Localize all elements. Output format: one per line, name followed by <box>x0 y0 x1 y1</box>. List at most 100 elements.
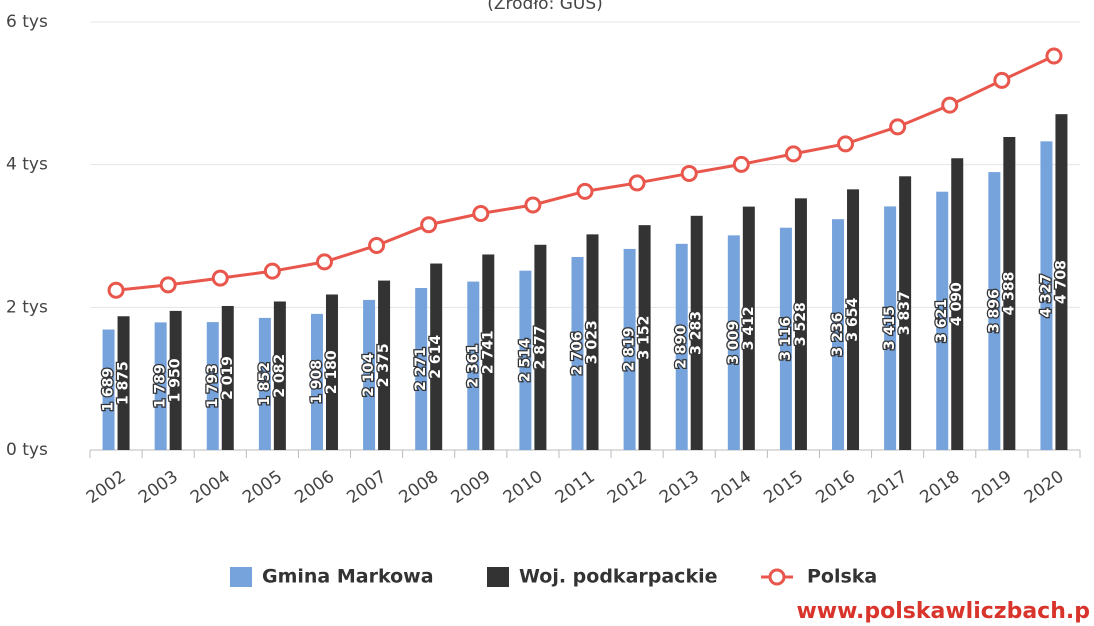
legend-label: Polska <box>807 566 877 588</box>
line-marker <box>315 253 333 271</box>
line-marker <box>368 236 386 254</box>
bar <box>690 215 703 450</box>
value-label: 2 741 <box>480 330 496 374</box>
value-label: 2 375 <box>376 343 392 387</box>
value-label: 3 236 <box>830 313 846 357</box>
bar <box>847 189 860 450</box>
value-label: 2 271 <box>413 347 429 391</box>
x-tick-label: 2015 <box>760 467 807 508</box>
x-tick-label: 2010 <box>500 467 547 508</box>
watermark: www.polskawliczbach.p <box>796 599 1090 624</box>
value-label: 3 412 <box>741 306 757 350</box>
bar <box>102 329 115 450</box>
bar <box>325 294 338 450</box>
value-label: 2 614 <box>428 335 444 379</box>
value-label: 2 890 <box>674 325 690 369</box>
bar <box>378 280 391 450</box>
value-label: 3 283 <box>689 311 705 355</box>
bar <box>1055 114 1068 451</box>
legend-swatch <box>487 567 509 587</box>
x-tick-label: 2006 <box>291 467 338 508</box>
value-label: 1 875 <box>116 361 132 405</box>
bar <box>482 254 495 450</box>
value-label: 3 654 <box>845 297 861 341</box>
line-marker <box>784 145 802 163</box>
bar <box>258 317 271 450</box>
bar <box>169 310 182 450</box>
bar <box>430 263 443 450</box>
x-tick-label: 2014 <box>708 467 755 508</box>
value-label: 2 706 <box>570 332 586 376</box>
x-tick-label: 2018 <box>917 467 964 508</box>
x-tick-label: 2013 <box>656 467 703 508</box>
value-label: 3 837 <box>897 291 913 335</box>
value-label: 2 019 <box>220 356 236 400</box>
value-label: 4 388 <box>1001 272 1017 316</box>
value-label: 1 908 <box>309 360 325 404</box>
line-marker <box>472 205 490 223</box>
x-tick-label: 2011 <box>552 467 599 508</box>
value-label: 3 116 <box>778 317 794 361</box>
value-label: 3 621 <box>934 299 950 343</box>
bar <box>988 172 1001 450</box>
bar <box>273 301 286 450</box>
bar <box>310 313 323 450</box>
value-label: 2 514 <box>517 338 533 382</box>
bar <box>742 206 755 450</box>
bar <box>884 206 897 450</box>
value-label: 1 793 <box>205 364 221 408</box>
line-marker <box>159 276 177 294</box>
legend-swatch <box>230 567 252 587</box>
y-tick-label: 6 tys <box>6 12 48 32</box>
bar <box>675 243 688 450</box>
bar <box>779 227 792 450</box>
value-label: 1 789 <box>153 364 169 408</box>
x-tick-label: 2002 <box>83 467 130 508</box>
bar <box>1003 136 1016 451</box>
line-marker <box>211 269 229 287</box>
line-marker <box>1045 47 1063 65</box>
y-tick-label: 0 tys <box>6 440 48 460</box>
value-label: 2 361 <box>465 344 481 388</box>
line-marker <box>837 135 855 153</box>
x-tick-label: 2012 <box>604 467 651 508</box>
x-tick-label: 2016 <box>812 467 859 508</box>
y-tick-label: 2 tys <box>6 297 48 317</box>
value-label: 3 152 <box>637 316 653 360</box>
line-marker <box>941 96 959 114</box>
value-label: 3 528 <box>793 302 809 346</box>
value-label: 2 877 <box>532 325 548 369</box>
legend-marker <box>768 568 786 586</box>
bar <box>623 248 636 450</box>
bar <box>951 158 964 450</box>
value-label: 3 415 <box>882 306 898 350</box>
value-label: 3 023 <box>585 320 601 364</box>
line-marker <box>889 118 907 136</box>
line-marker <box>680 164 698 182</box>
x-tick-label: 2003 <box>135 467 182 508</box>
legend-label: Gmina Markowa <box>262 566 434 588</box>
bar <box>727 235 740 450</box>
line-marker <box>420 216 438 234</box>
line-marker <box>628 174 646 192</box>
x-tick-label: 2008 <box>396 467 443 508</box>
x-tick-label: 2020 <box>1021 467 1068 508</box>
value-label: 1 852 <box>257 362 273 406</box>
bar <box>586 234 599 450</box>
chart-subtitle: (Źródło: GUS) <box>487 0 603 14</box>
x-tick-label: 2017 <box>864 467 911 508</box>
bar <box>832 219 845 450</box>
y-tick-label: 4 tys <box>6 155 48 175</box>
x-tick-label: 2019 <box>969 467 1016 508</box>
value-label: 1 689 <box>101 368 117 412</box>
value-label: 1 950 <box>168 358 184 402</box>
bar <box>117 316 130 450</box>
value-label: 3 009 <box>726 321 742 365</box>
bar <box>221 305 234 450</box>
legend-label: Woj. podkarpackie <box>519 566 717 588</box>
x-tick-label: 2005 <box>239 467 286 508</box>
bar <box>519 270 532 450</box>
bar <box>638 225 651 450</box>
bar <box>571 256 584 450</box>
